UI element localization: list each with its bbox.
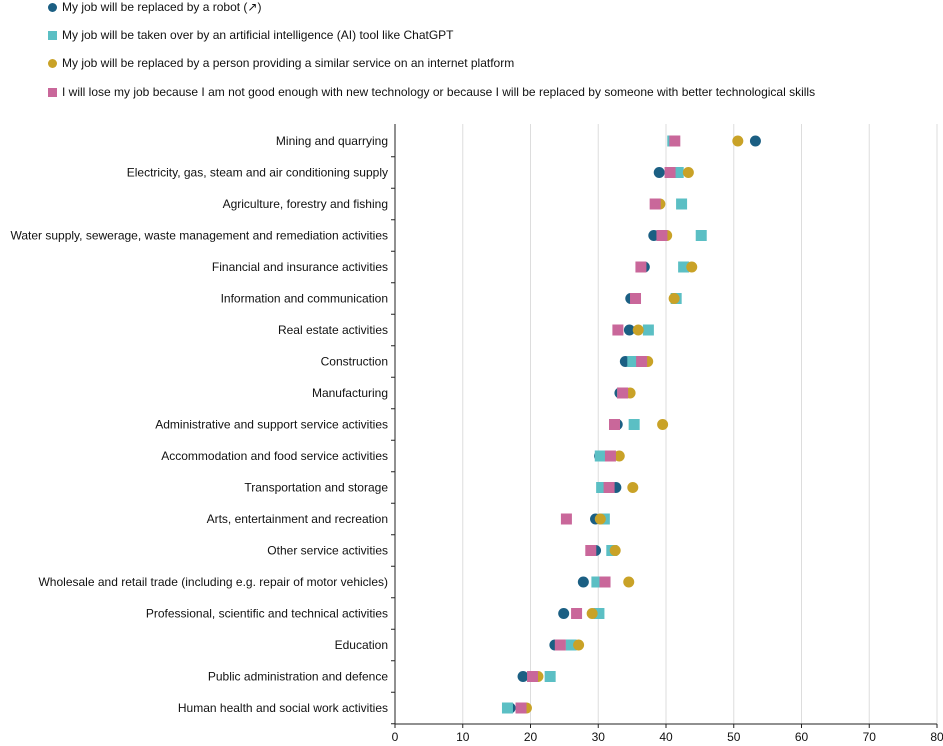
ai-point — [594, 450, 606, 462]
robot-point — [623, 324, 635, 336]
ai-point — [565, 639, 577, 651]
platform-point — [632, 324, 644, 336]
category-label: Agriculture, forestry and fishing — [223, 197, 388, 211]
x-tick-label: 50 — [727, 730, 741, 744]
x-tick-label: 30 — [592, 730, 606, 744]
legend-label-ai: My job will be taken over by an artifici… — [62, 28, 454, 42]
category-label: Mining and quarrying — [276, 134, 388, 148]
ai-point — [642, 324, 654, 336]
skills-point — [656, 230, 668, 241]
category-label: Other service activities — [267, 544, 388, 558]
legend-marker-platform — [48, 59, 57, 68]
category-label: Wholesale and retail trade (including e.… — [38, 575, 388, 589]
ai-point — [593, 608, 605, 619]
legend-marker-ai — [48, 31, 57, 40]
category-label: Construction — [321, 355, 388, 369]
ai-point — [672, 167, 684, 178]
legend-label-robot: My job will be replaced by a robot (↗) — [62, 0, 262, 14]
legend-marker-robot — [48, 3, 57, 12]
skills-point — [669, 135, 681, 147]
ai-point — [678, 261, 690, 273]
robot-point — [749, 135, 761, 147]
skills-point — [604, 450, 616, 462]
skills-point — [617, 387, 629, 399]
category-label: Water supply, sewerage, waste management… — [10, 229, 388, 243]
ai-point — [695, 230, 707, 241]
ai-point — [676, 198, 688, 210]
robot-point — [577, 576, 589, 588]
skills-point — [603, 482, 615, 493]
category-label: Transportation and storage — [244, 481, 388, 495]
robot-point — [517, 671, 529, 682]
category-label: Arts, entertainment and recreation — [207, 512, 388, 526]
skills-point — [664, 167, 676, 178]
skills-point — [527, 671, 539, 682]
x-tick-label: 10 — [456, 730, 470, 744]
skills-point — [560, 513, 572, 525]
category-label: Accommodation and food service activitie… — [161, 449, 388, 463]
skills-point — [612, 324, 624, 336]
category-label: Manufacturing — [312, 386, 388, 400]
skills-point — [609, 419, 621, 430]
ai-point — [544, 671, 556, 682]
skills-point — [635, 261, 647, 273]
category-label: Administrative and support service activ… — [155, 418, 388, 432]
x-tick-label: 40 — [659, 730, 673, 744]
platform-point — [623, 576, 635, 588]
legend-label-platform: My job will be replaced by a person prov… — [62, 56, 515, 70]
category-label: Professional, scientific and technical a… — [146, 607, 388, 621]
ai-point — [591, 576, 603, 588]
legend-marker-skills — [48, 88, 57, 97]
platform-point — [686, 261, 698, 273]
category-label: Public administration and defence — [208, 670, 388, 684]
platform-point — [657, 419, 669, 430]
platform-point — [609, 545, 621, 556]
robot-point — [653, 167, 665, 178]
platform-point — [682, 167, 694, 178]
platform-point — [627, 482, 639, 493]
x-tick-label: 60 — [795, 730, 809, 744]
platform-point — [573, 639, 585, 651]
skills-point — [554, 639, 566, 651]
category-label: Real estate activities — [278, 323, 388, 337]
legend-label-skills: I will lose my job because I am not good… — [62, 85, 816, 99]
skills-point — [571, 608, 583, 619]
category-label: Information and communication — [221, 292, 388, 306]
platform-point — [586, 608, 598, 619]
platform-point — [594, 513, 606, 525]
ai-point — [627, 356, 639, 367]
x-tick-label: 70 — [863, 730, 877, 744]
skills-point — [636, 356, 648, 367]
ai-point — [501, 702, 513, 714]
skills-point — [515, 702, 527, 714]
x-tick-label: 80 — [930, 730, 943, 744]
skills-point — [599, 576, 611, 588]
x-tick-label: 20 — [524, 730, 538, 744]
category-label: Financial and insurance activities — [212, 260, 388, 274]
platform-point — [732, 135, 744, 147]
skills-point — [649, 198, 661, 210]
category-label: Electricity, gas, steam and air conditio… — [127, 166, 388, 180]
category-label: Education — [335, 638, 388, 652]
robot-point — [558, 608, 570, 619]
platform-point — [668, 293, 680, 304]
skills-point — [630, 293, 642, 304]
category-label: Human health and social work activities — [178, 701, 388, 715]
x-tick-label: 0 — [392, 730, 399, 744]
skills-point — [585, 545, 597, 556]
platform-point — [613, 450, 625, 462]
ai-point — [628, 419, 640, 430]
ai-point — [596, 482, 608, 493]
